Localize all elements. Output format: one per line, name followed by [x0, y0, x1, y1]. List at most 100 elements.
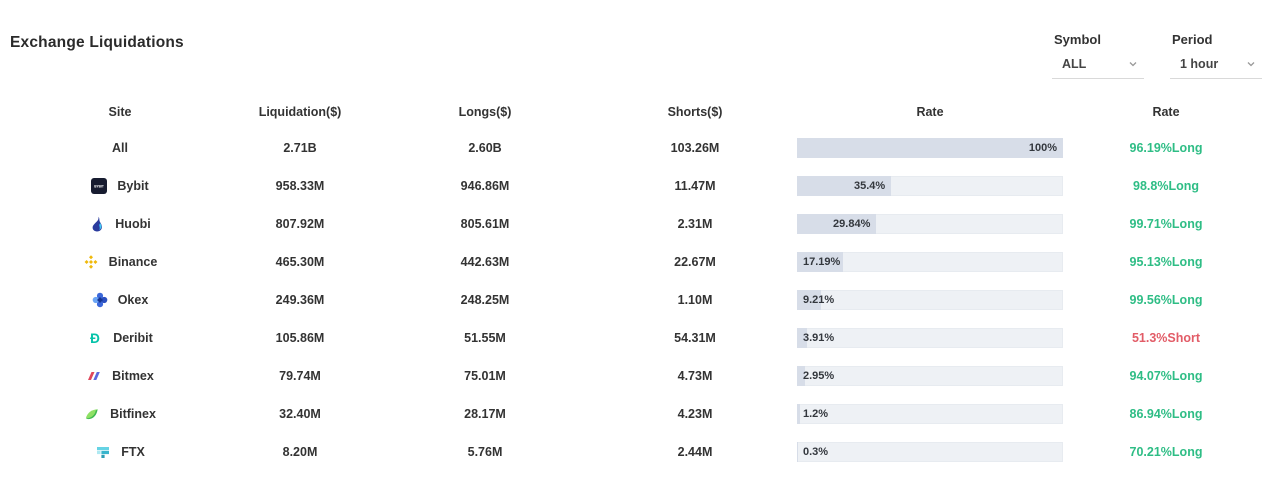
liquidation-cell: 465.30M	[275, 255, 325, 269]
rate-cell: 94.07%Long	[1129, 369, 1203, 383]
page-title: Exchange Liquidations	[10, 34, 184, 51]
rate-cell: 51.3%Short	[1131, 331, 1201, 345]
table-row: All 2.71B 2.60B 103.26M 100% 96.19%Long	[0, 129, 1280, 167]
site-label: All	[112, 141, 128, 155]
svg-text:BYBIT: BYBIT	[95, 185, 105, 189]
shorts-cell: 54.31M	[674, 331, 716, 345]
rate-bar-label: 17.19%	[803, 256, 841, 268]
site-cell: Huobi	[0, 216, 240, 232]
liquidations-table: Site Liquidation($) Longs($) Shorts($) R…	[0, 95, 1280, 471]
column-header-rate-bar: Rate	[916, 105, 944, 119]
rate-cell: 99.56%Long	[1129, 293, 1203, 307]
symbol-select[interactable]: ALL	[1052, 53, 1144, 79]
shorts-cell: 11.47M	[674, 179, 716, 193]
okex-icon	[92, 292, 108, 308]
rate-bar-cell: 2.95%	[780, 366, 1080, 386]
rate-bar-track: 3.91%	[797, 328, 1063, 348]
shorts-cell: 2.31M	[677, 217, 713, 231]
rate-bar-labelwrap: 1.2%	[797, 404, 834, 424]
rate-bar-label: 9.21%	[803, 294, 835, 306]
symbol-select-value: ALL	[1062, 57, 1087, 71]
rate-bar-label: 1.2%	[803, 408, 829, 420]
rate-bar-fill	[797, 442, 798, 462]
rate-bar-fill	[797, 138, 1063, 158]
site-label: Deribit	[113, 331, 153, 345]
site-cell: Ɖ Deribit	[0, 330, 240, 346]
longs-cell: 51.55M	[464, 331, 506, 345]
table-header-row: Site Liquidation($) Longs($) Shorts($) R…	[0, 95, 1280, 129]
rate-bar-track: 35.4%	[797, 176, 1063, 196]
longs-cell: 248.25M	[460, 293, 510, 307]
svg-text:Ɖ: Ɖ	[90, 331, 100, 346]
rate-bar-labelwrap: 0.3%	[797, 442, 834, 462]
rate-bar-cell: 17.19%	[780, 252, 1080, 272]
site-cell: FTX	[0, 444, 240, 460]
bitfinex-icon	[84, 406, 100, 422]
site-cell: BYBIT Bybit	[0, 178, 240, 194]
rate-bar-fill	[797, 328, 808, 348]
site-label: Bybit	[117, 179, 149, 193]
bitmex-icon	[86, 368, 102, 384]
rate-bar-cell: 35.4%	[780, 176, 1080, 196]
column-header-shorts: Shorts($)	[667, 105, 723, 119]
huobi-icon	[89, 216, 105, 232]
site-label: Okex	[117, 293, 149, 307]
rate-bar-cell: 0.3%	[780, 442, 1080, 462]
rate-bar-fill	[797, 214, 877, 234]
column-header-liquidation: Liquidation($)	[258, 105, 342, 119]
site-label: Bitfinex	[110, 407, 156, 421]
longs-cell: 946.86M	[460, 179, 510, 193]
period-label: Period	[1172, 32, 1213, 47]
table-row: Binance 465.30M 442.63M 22.67M 17.19% 95…	[0, 243, 1280, 281]
table-row: Bitmex 79.74M 75.01M 4.73M 2.95% 94.07%L…	[0, 357, 1280, 395]
rate-bar-label: 2.95%	[803, 370, 835, 382]
shorts-cell: 1.10M	[677, 293, 713, 307]
table-body: All 2.71B 2.60B 103.26M 100% 96.19%Long …	[0, 129, 1280, 471]
longs-cell: 2.60B	[468, 141, 502, 155]
site-label: Binance	[108, 255, 158, 269]
rate-bar-label: 35.4%	[853, 180, 886, 192]
shorts-cell: 4.73M	[677, 369, 713, 383]
site-label: FTX	[121, 445, 145, 459]
table-row: BYBIT Bybit 958.33M 946.86M 11.47M 35.4%…	[0, 167, 1280, 205]
table-row: Okex 249.36M 248.25M 1.10M 9.21% 99.56%L…	[0, 281, 1280, 319]
liquidation-cell: 807.92M	[275, 217, 325, 231]
rate-bar-fill	[797, 252, 843, 272]
column-header-longs: Longs($)	[458, 105, 512, 119]
rate-bar-track: 1.2%	[797, 404, 1063, 424]
rate-bar-cell: 100%	[780, 138, 1080, 158]
rate-cell: 95.13%Long	[1129, 255, 1203, 269]
symbol-select-group: Symbol ALL	[1052, 32, 1144, 79]
site-cell: Bitfinex	[0, 406, 240, 422]
longs-cell: 442.63M	[460, 255, 510, 269]
rate-bar-fill	[797, 176, 892, 196]
site-cell: Binance	[0, 254, 240, 270]
shorts-cell: 22.67M	[674, 255, 716, 269]
rate-bar-label: 0.3%	[803, 446, 829, 458]
table-row: Ɖ Deribit 105.86M 51.55M 54.31M 3.91% 51…	[0, 319, 1280, 357]
rate-bar-track: 100%	[797, 138, 1063, 158]
rate-bar-labelwrap: 100%	[797, 138, 1063, 158]
shorts-cell: 2.44M	[677, 445, 713, 459]
site-cell: Bitmex	[0, 368, 240, 384]
rate-bar-labelwrap: 2.95%	[797, 366, 840, 386]
site-cell: All	[0, 141, 240, 155]
rate-bar-track: 29.84%	[797, 214, 1063, 234]
period-select[interactable]: 1 hour	[1170, 53, 1262, 79]
table-row: Huobi 807.92M 805.61M 2.31M 29.84% 99.71…	[0, 205, 1280, 243]
ftx-icon	[95, 444, 111, 460]
filter-controls: Symbol ALL Period 1 hour	[1052, 32, 1262, 79]
rate-bar-fill	[797, 366, 805, 386]
site-label: Huobi	[115, 217, 151, 231]
rate-bar-track: 2.95%	[797, 366, 1063, 386]
rate-bar-cell: 3.91%	[780, 328, 1080, 348]
rate-bar-labelwrap: 17.19%	[797, 252, 846, 272]
liquidation-cell: 8.20M	[282, 445, 318, 459]
rate-bar-labelwrap: 35.4%	[797, 176, 891, 196]
deribit-icon: Ɖ	[87, 330, 103, 346]
rate-bar-track: 17.19%	[797, 252, 1063, 272]
symbol-label: Symbol	[1054, 32, 1101, 47]
shorts-cell: 4.23M	[677, 407, 713, 421]
rate-bar-label: 3.91%	[803, 332, 835, 344]
longs-cell: 5.76M	[467, 445, 503, 459]
